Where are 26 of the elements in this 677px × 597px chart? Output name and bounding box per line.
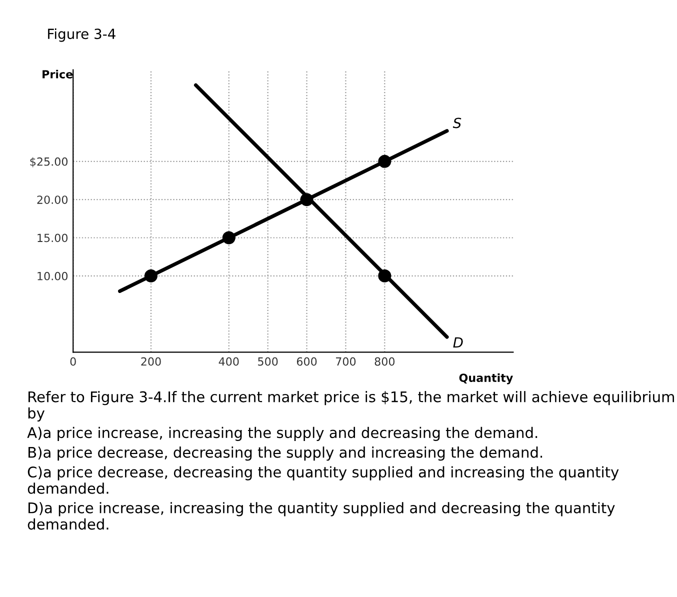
point: [222, 231, 236, 244]
x-tick-label: 600: [296, 357, 317, 366]
point: [378, 269, 392, 282]
y-tick-label: 20.00: [37, 196, 68, 204]
text: Refer to Figure 3-4.If the current market price is $15, the market will achieve equilibrium by: [28, 391, 674, 422]
text: A)a price increase, increasing the supply and decreasing the demand.: [27, 426, 538, 441]
x-tick-label: 800: [374, 357, 395, 366]
point: [144, 269, 158, 282]
x-tick-label: 0: [70, 357, 76, 366]
series-label: D: [453, 337, 463, 348]
series-label: S: [452, 118, 462, 128]
y-tick-label: $25.00: [30, 157, 68, 168]
text: C)a price decrease, decreasing the quantity supplied and increasing the quantity demanded.: [28, 466, 619, 494]
y-axis-title: Price: [42, 70, 73, 78]
point: [300, 193, 314, 206]
y-tick-label: 10.00: [38, 272, 68, 280]
chart-title: Figure 3-4: [48, 28, 116, 42]
x-tick-label: 700: [336, 357, 356, 366]
point: [378, 154, 392, 168]
y-tick-label: 15.00: [38, 234, 68, 242]
x-tick-label: 200: [141, 357, 161, 366]
text: D)a price increase, increasing the quantity supplied and decreasing the quantity demanded.: [28, 502, 615, 530]
x-tick-label: 500: [258, 357, 278, 366]
text: B)a price decrease, decreasing the supply and increasing the demand.: [28, 446, 542, 461]
x-axis-title: Quantity: [459, 373, 513, 384]
x-tick-label: 400: [218, 357, 239, 366]
